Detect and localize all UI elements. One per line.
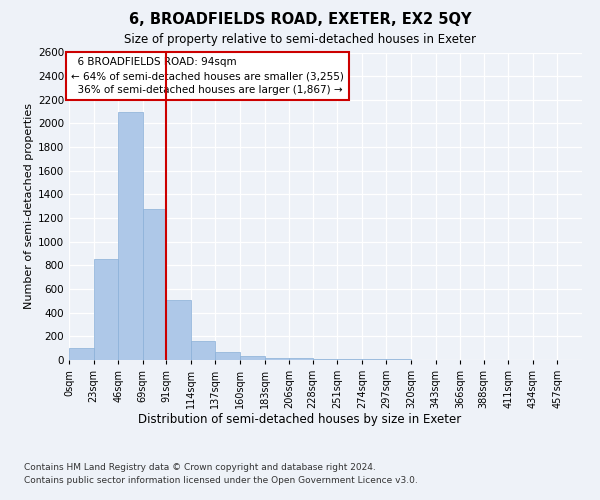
Bar	[240, 356, 265, 360]
Text: Distribution of semi-detached houses by size in Exeter: Distribution of semi-detached houses by …	[139, 412, 461, 426]
Text: 6, BROADFIELDS ROAD, EXETER, EX2 5QY: 6, BROADFIELDS ROAD, EXETER, EX2 5QY	[129, 12, 471, 28]
Bar	[265, 358, 289, 360]
Bar	[118, 112, 143, 360]
Bar	[191, 341, 215, 360]
Bar	[215, 352, 240, 360]
Y-axis label: Number of semi-detached properties: Number of semi-detached properties	[24, 104, 34, 309]
Text: Contains public sector information licensed under the Open Government Licence v3: Contains public sector information licen…	[24, 476, 418, 485]
Bar	[166, 300, 191, 360]
Text: Contains HM Land Registry data © Crown copyright and database right 2024.: Contains HM Land Registry data © Crown c…	[24, 462, 376, 471]
Bar	[337, 359, 362, 360]
Bar	[94, 260, 118, 360]
Bar	[143, 208, 166, 360]
Bar	[289, 358, 313, 360]
Text: 6 BROADFIELDS ROAD: 94sqm
← 64% of semi-detached houses are smaller (3,255)
  36: 6 BROADFIELDS ROAD: 94sqm ← 64% of semi-…	[71, 57, 344, 95]
Text: Size of property relative to semi-detached houses in Exeter: Size of property relative to semi-detach…	[124, 32, 476, 46]
Bar	[313, 359, 337, 360]
Bar	[69, 348, 94, 360]
